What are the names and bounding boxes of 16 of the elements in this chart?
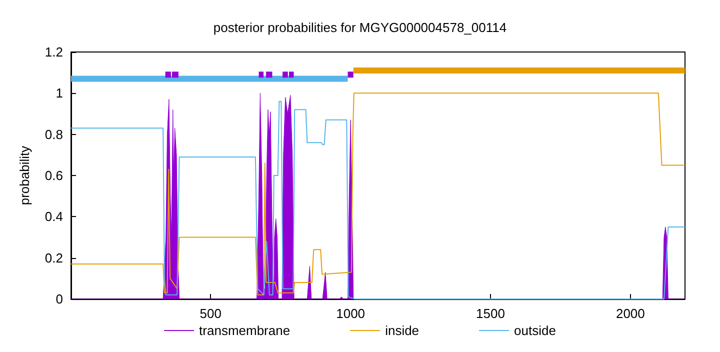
legend-label: inside — [385, 323, 420, 338]
x-tick-label: 1000 — [336, 306, 366, 321]
x-tick-label: 1500 — [476, 306, 505, 321]
x-tick-label: 500 — [200, 306, 222, 321]
y-tick-label: 1 — [56, 86, 63, 101]
y-axis-title: probability — [17, 145, 32, 206]
legend-label: transmembrane — [199, 323, 290, 338]
x-tick-label: 2000 — [616, 306, 645, 321]
chart-title: posterior probabilities for MGYG000004578_00114 — [213, 20, 507, 35]
y-tick-label: 0.8 — [44, 126, 63, 142]
y-tick-label: 1.2 — [44, 44, 63, 60]
legend-label: outside — [514, 323, 556, 338]
y-tick-label: 0.4 — [44, 209, 63, 224]
y-tick-label: 0.2 — [44, 250, 63, 266]
y-tick-label: 0.6 — [44, 168, 63, 183]
y-tick-label: 0 — [56, 292, 63, 306]
